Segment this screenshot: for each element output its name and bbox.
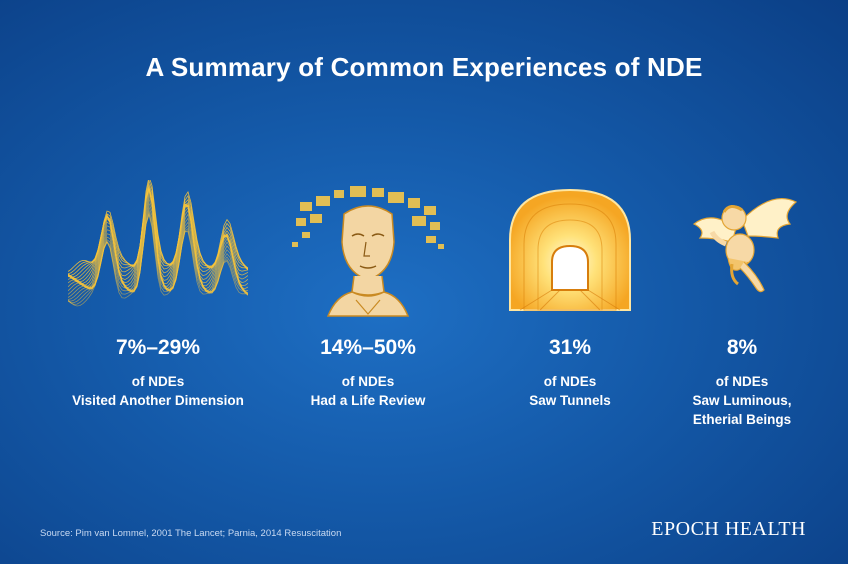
- stat-line: Saw Luminous,: [692, 393, 792, 408]
- stat-value: 31%: [548, 336, 592, 359]
- stat-line: of NDEs: [543, 374, 597, 389]
- stat-line: of NDEs: [715, 374, 769, 389]
- stat-description: of NDEs Visited Another Dimension: [58, 372, 258, 410]
- page-title: A Summary of Common Experiences of NDE: [145, 52, 703, 82]
- wave-dimension-icon: [58, 180, 258, 320]
- stat-value: 8%: [726, 336, 758, 359]
- source-note: Source: Pim van Lommel, 2001 The Lancet;…: [40, 528, 342, 539]
- stat-line: of NDEs: [131, 374, 185, 389]
- brand-logo: EPOCH HEALTH: [651, 518, 806, 540]
- stat-description: of NDEs Saw Tunnels: [470, 372, 670, 410]
- stat-line: Saw Tunnels: [529, 393, 611, 408]
- stat-description: of NDEs Had a Life Review: [268, 372, 468, 410]
- angel-icon: [642, 180, 842, 320]
- stat-line: of NDEs: [341, 374, 395, 389]
- stat-value: 14%–50%: [320, 336, 416, 359]
- stat-description: of NDEs Saw Luminous, Etherial Beings: [642, 372, 842, 429]
- stat-line: Etherial Beings: [692, 412, 792, 427]
- head-life-review-icon: [268, 180, 468, 320]
- tunnel-icon: [470, 180, 670, 320]
- stat-value: 7%–29%: [115, 336, 201, 359]
- wave-line: [68, 180, 248, 272]
- stat-line: Had a Life Review: [310, 393, 426, 408]
- stat-line: Visited Another Dimension: [72, 393, 244, 408]
